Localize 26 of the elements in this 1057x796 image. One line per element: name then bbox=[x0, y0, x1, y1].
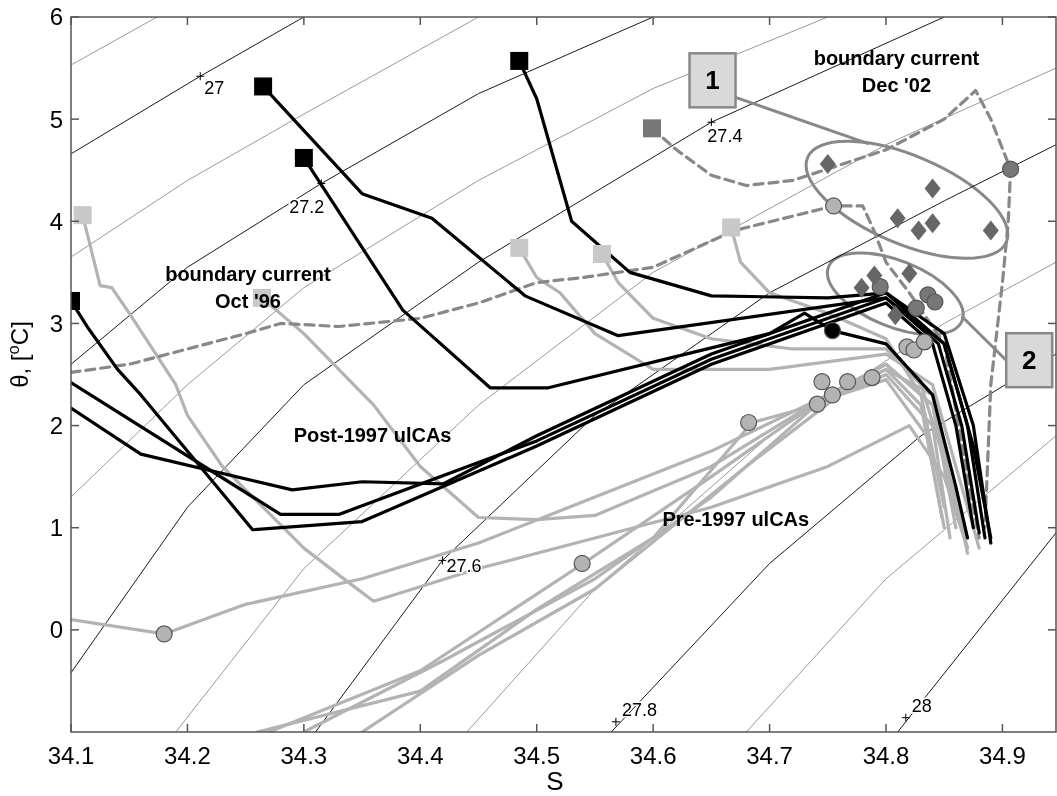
y-tick-label: 0 bbox=[49, 616, 63, 644]
annotation: Pre-1997 ulCAs bbox=[662, 507, 810, 530]
y-tick-label: 2 bbox=[49, 411, 63, 439]
annotation: 27 bbox=[204, 78, 225, 99]
x-axis-title: S bbox=[546, 766, 564, 796]
x-tick-label: 34.2 bbox=[164, 742, 211, 769]
annotation: 27.6 bbox=[446, 556, 482, 577]
y-tick-label: 4 bbox=[49, 207, 63, 235]
x-tick-label: 34.6 bbox=[629, 742, 677, 769]
x-tick-label: 34.7 bbox=[746, 742, 793, 769]
annotation: 27.4 bbox=[707, 126, 743, 147]
annotation: 1 bbox=[705, 65, 720, 96]
y-tick-label: 1 bbox=[49, 514, 63, 542]
y-tick-label: 3 bbox=[49, 309, 63, 337]
annotation: 28 bbox=[911, 695, 932, 716]
y-tick-label: 6 bbox=[49, 3, 63, 31]
annotation: 2 bbox=[1021, 345, 1037, 376]
x-tick-label: 34.3 bbox=[280, 742, 328, 769]
annotation: Post-1997 ulCAs bbox=[293, 423, 452, 446]
y-tick-label: 5 bbox=[49, 105, 63, 133]
x-tick-label: 34.8 bbox=[862, 742, 910, 769]
x-tick-label: 34.1 bbox=[47, 742, 95, 769]
x-tick-label: 34.9 bbox=[979, 742, 1026, 769]
x-tick-label: 34.4 bbox=[396, 742, 444, 769]
annotation: 27.2 bbox=[289, 197, 325, 218]
x-tick-label: 34.5 bbox=[513, 742, 561, 769]
